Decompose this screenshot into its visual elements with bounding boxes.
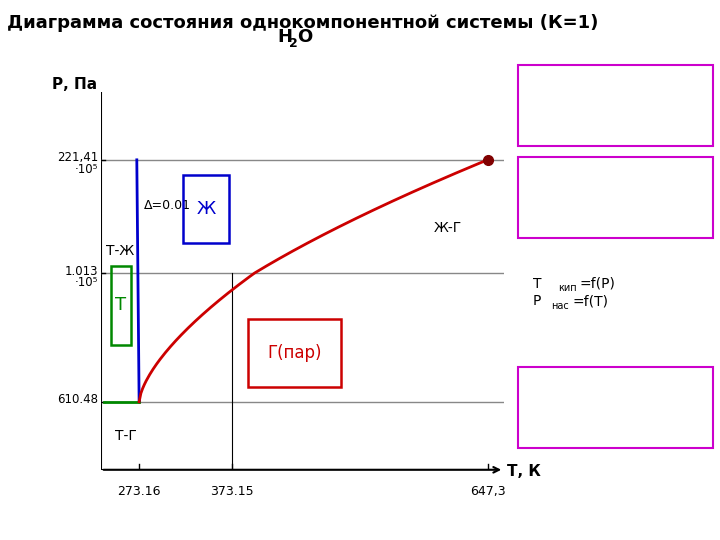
Text: Т: Т (533, 276, 541, 291)
Text: ·10⁵: ·10⁵ (75, 276, 98, 289)
Text: Р, Па: Р, Па (52, 77, 97, 92)
Text: Ж: Ж (197, 200, 216, 218)
Bar (111, 266, 130, 345)
Text: С=1+2-1=2: С=1+2-1=2 (540, 416, 625, 430)
Text: H: H (277, 28, 292, 46)
Text: =f(Р): =f(Р) (580, 276, 616, 291)
Text: 273.16: 273.16 (117, 485, 161, 498)
Text: =f(Т): =f(Т) (572, 294, 608, 308)
Text: нас: нас (551, 301, 569, 311)
Text: 373.15: 373.15 (210, 485, 254, 498)
Text: 2: 2 (289, 37, 298, 50)
Text: С=1+2-3=0: С=1+2-3=0 (540, 114, 625, 128)
Text: 1.013: 1.013 (65, 265, 98, 278)
Text: ·10⁵: ·10⁵ (75, 163, 98, 176)
Text: Δ=0.01: Δ=0.01 (144, 199, 191, 212)
Text: 610.48: 610.48 (57, 393, 98, 407)
Text: Φ=3: Φ=3 (540, 83, 571, 97)
Text: Φ=2: Φ=2 (540, 174, 571, 188)
Text: Р: Р (533, 294, 541, 308)
Text: Т, К: Т, К (507, 464, 541, 479)
Text: Т: Т (115, 296, 127, 314)
Text: Φ=1: Φ=1 (540, 385, 572, 399)
Text: Ж-Г: Ж-Г (434, 221, 462, 235)
Text: 647,3: 647,3 (469, 485, 505, 498)
Text: 221,41: 221,41 (57, 151, 98, 165)
Text: Диаграмма состояния однокомпонентной системы (К=1): Диаграмма состояния однокомпонентной сис… (6, 14, 598, 31)
Bar (248, 319, 341, 387)
Text: С=1+2-2=1: С=1+2-2=1 (540, 206, 625, 220)
Bar (183, 175, 229, 243)
Text: Т-Ж: Т-Ж (107, 244, 135, 258)
Text: O: O (297, 28, 312, 46)
Text: кип: кип (558, 283, 577, 293)
Text: Т-Г: Т-Г (114, 429, 137, 443)
Text: Г(пар): Г(пар) (267, 343, 322, 362)
